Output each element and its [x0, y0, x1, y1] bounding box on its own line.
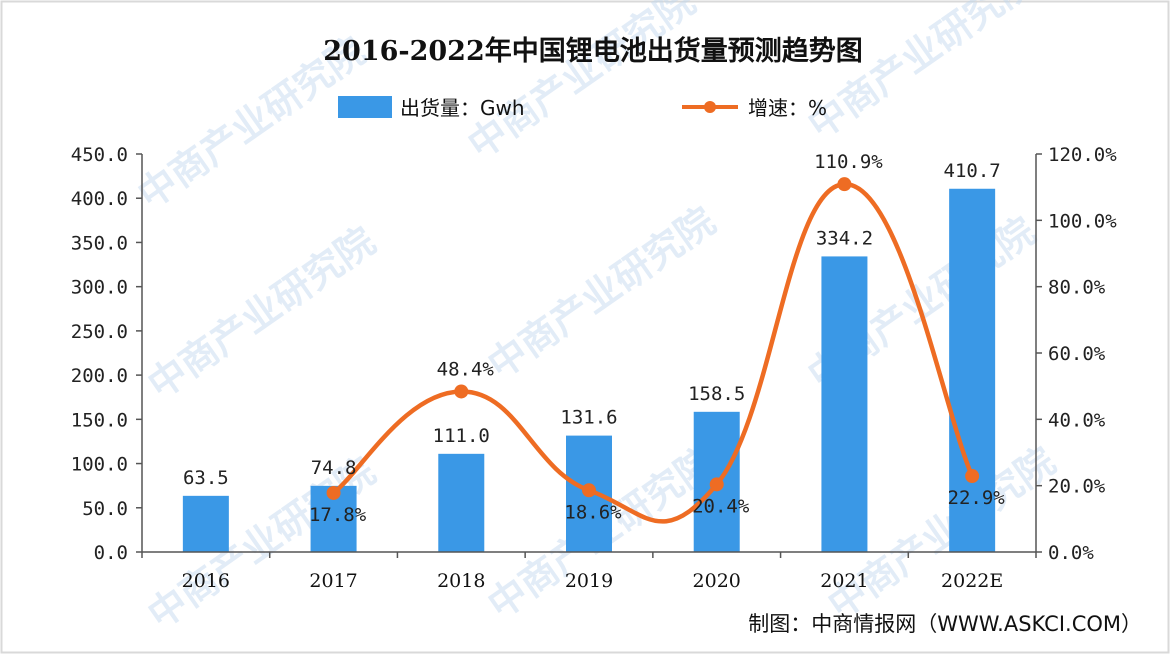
growth-point	[454, 384, 469, 399]
y-right-tick-label: 80.0%	[1048, 277, 1106, 299]
y-left-tick-label: 0.0	[94, 542, 128, 564]
growth-value-label: 48.4%	[437, 358, 495, 380]
y-left-tick-label: 50.0	[82, 498, 128, 520]
growth-point	[965, 469, 980, 484]
legend-bar-label: 出货量：Gwh	[400, 96, 525, 120]
x-tick-label: 2018	[437, 570, 485, 592]
y-left-tick-label: 200.0	[71, 365, 128, 387]
y-left-tick-label: 150.0	[71, 409, 128, 431]
line-series	[326, 177, 980, 524]
bar-series	[182, 188, 996, 552]
bar-value-label: 63.5	[183, 467, 229, 489]
chart-title: 2016-2022年中国锂电池出货量预测趋势图	[323, 35, 863, 67]
x-tick-label: 2021	[820, 570, 868, 592]
bar-value-label: 410.7	[944, 160, 1001, 182]
data-labels: 63.5 74.8 111.0 131.6 158.5 334.2 410.7 17.8% 48…	[183, 151, 1005, 526]
x-tick-label: 2020	[693, 570, 741, 592]
bar	[949, 188, 996, 552]
bar-value-label: 158.5	[688, 383, 745, 405]
bar	[438, 453, 485, 552]
legend-bar-swatch	[338, 96, 392, 118]
growth-point	[582, 483, 596, 498]
legend-line-label: 增速：%	[748, 96, 827, 120]
y-left-tick-label: 100.0	[71, 454, 128, 476]
x-axis: 2016 2017 2018 2019 2020 2021 2022E	[141, 551, 1037, 592]
growth-point	[709, 477, 724, 492]
bar-value-label: 74.8	[311, 457, 357, 479]
y-left-tick-label: 250.0	[71, 321, 128, 343]
bar-value-label: 131.6	[560, 407, 617, 429]
y-left-axis: 0.0 50.0 100.0 150.0 200.0 250.0 300.0 350.0 400…	[71, 144, 143, 564]
y-right-tick-label: 60.0%	[1048, 343, 1106, 365]
x-tick-label: 2017	[309, 570, 357, 592]
y-right-tick-label: 20.0%	[1048, 476, 1106, 498]
legend: 出货量：Gwh 增速：%	[338, 96, 827, 120]
y-right-tick-label: 120.0%	[1048, 144, 1117, 166]
y-left-tick-label: 300.0	[71, 277, 128, 299]
legend-line-marker	[704, 101, 716, 113]
growth-point	[837, 177, 852, 192]
x-tick-label: 2016	[182, 570, 230, 592]
x-tick-label: 2019	[565, 570, 613, 592]
bar-value-label: 111.0	[433, 425, 490, 447]
growth-value-label: 22.9%	[948, 487, 1006, 509]
bar	[821, 256, 868, 552]
y-left-tick-label: 350.0	[71, 232, 128, 254]
growth-point	[326, 485, 341, 500]
y-right-tick-label: 40.0%	[1048, 409, 1106, 431]
growth-value-label: 110.9%	[814, 151, 883, 173]
x-tick-label: 2022E	[941, 570, 1003, 592]
y-right-tick-label: 100.0%	[1048, 210, 1117, 232]
y-left-tick-label: 450.0	[71, 144, 128, 166]
bar	[182, 495, 229, 552]
bar-value-label: 334.2	[816, 227, 873, 249]
y-left-tick-label: 400.0	[71, 188, 128, 210]
source-credit: 制图：中商情报网（WWW.ASKCI.COM）	[748, 612, 1142, 636]
growth-value-label: 17.8%	[309, 504, 367, 526]
growth-value-label: 20.4%	[692, 495, 750, 517]
growth-value-label: 18.6%	[564, 501, 622, 523]
y-right-axis: 0.0% 20.0% 40.0% 60.0% 80.0% 100.0% 120.0%	[1035, 144, 1117, 564]
y-right-tick-label: 0.0%	[1048, 542, 1094, 564]
